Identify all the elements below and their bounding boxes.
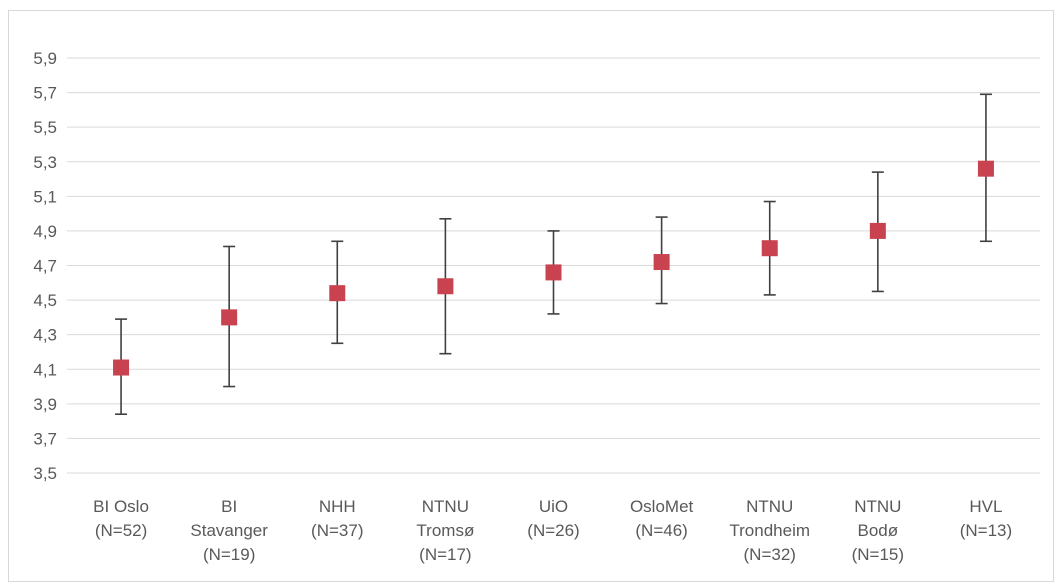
x-category-label-line: (N=37)	[311, 521, 363, 540]
y-tick-label: 3,5	[33, 464, 57, 483]
x-category-label-line: BI	[221, 497, 237, 516]
y-tick-label: 3,9	[33, 395, 57, 414]
x-category-label-line: NTNU	[422, 497, 469, 516]
x-category-label: UiO (N=26)	[527, 497, 579, 540]
y-tick-label: 5,1	[33, 187, 57, 206]
x-category-label-line: BI Oslo	[93, 497, 149, 516]
x-category-label-line: OsloMet	[630, 497, 694, 516]
data-point-marker	[869, 222, 886, 239]
x-category-label-line: Tromsø	[416, 521, 474, 540]
x-category-label: NHH (N=37)	[311, 497, 363, 540]
x-category-label-line: (N=52)	[95, 521, 147, 540]
x-category-label-line: Trondheim	[729, 521, 810, 540]
x-axis-category-labels: BI Oslo (N=52)BI Stavanger (N=19)NHH (N=37)N…	[93, 497, 1012, 564]
y-tick-label: 4,9	[33, 222, 57, 241]
data-point-marker	[113, 359, 130, 376]
y-tick-label: 5,5	[33, 118, 57, 137]
x-category-label-line: (N=15)	[852, 545, 904, 564]
y-tick-label: 5,3	[33, 153, 57, 172]
x-category-label-line: NTNU	[854, 497, 901, 516]
data-point-marker	[437, 278, 454, 295]
x-category-label: OsloMet (N=46)	[630, 497, 694, 540]
y-tick-label: 5,7	[33, 84, 57, 103]
x-category-label: NTNU Tromsø (N=17)	[416, 497, 474, 564]
x-category-label-line: UiO	[539, 497, 568, 516]
error-bars	[115, 93, 992, 416]
x-category-label-line: NHH	[319, 497, 356, 516]
x-category-label: BI Oslo (N=52)	[93, 497, 149, 540]
x-category-label: BI Stavanger (N=19)	[190, 497, 268, 564]
y-axis-tick-labels: 3,5 3,7 3,9 4,1 4,3 4,5 4,7 4,9 5,1 5,3 5,5 5,7 5,9	[33, 49, 57, 483]
chart-frame	[8, 10, 1054, 582]
x-category-label-line: (N=32)	[744, 545, 796, 564]
y-tick-label: 3,7	[33, 429, 57, 448]
data-point-marker	[545, 264, 562, 281]
data-point-marker	[761, 240, 778, 257]
y-tick-label: 4,5	[33, 291, 57, 310]
x-category-label: NTNU Bodø (N=15)	[852, 497, 904, 564]
x-category-label-line: (N=46)	[635, 521, 687, 540]
x-category-label: HVL (N=13)	[960, 497, 1012, 540]
x-category-label-line: Stavanger	[190, 521, 268, 540]
x-category-label-line: (N=17)	[419, 545, 471, 564]
data-markers	[113, 160, 994, 376]
data-point-marker	[977, 160, 994, 177]
x-category-label-line: NTNU	[746, 497, 793, 516]
x-category-label-line: (N=26)	[527, 521, 579, 540]
data-point-marker	[329, 285, 346, 302]
x-category-label-line: (N=13)	[960, 521, 1012, 540]
x-category-label: NTNU Trondheim (N=32)	[729, 497, 810, 564]
x-category-label-line: (N=19)	[203, 545, 255, 564]
y-tick-label: 5,9	[33, 49, 57, 68]
y-tick-label: 4,7	[33, 257, 57, 276]
data-point-marker	[653, 254, 670, 271]
y-tick-label: 4,3	[33, 326, 57, 345]
x-category-label-line: Bodø	[858, 521, 899, 540]
data-point-marker	[221, 309, 238, 326]
y-tick-label: 4,1	[33, 360, 57, 379]
x-category-label-line: HVL	[969, 497, 1002, 516]
